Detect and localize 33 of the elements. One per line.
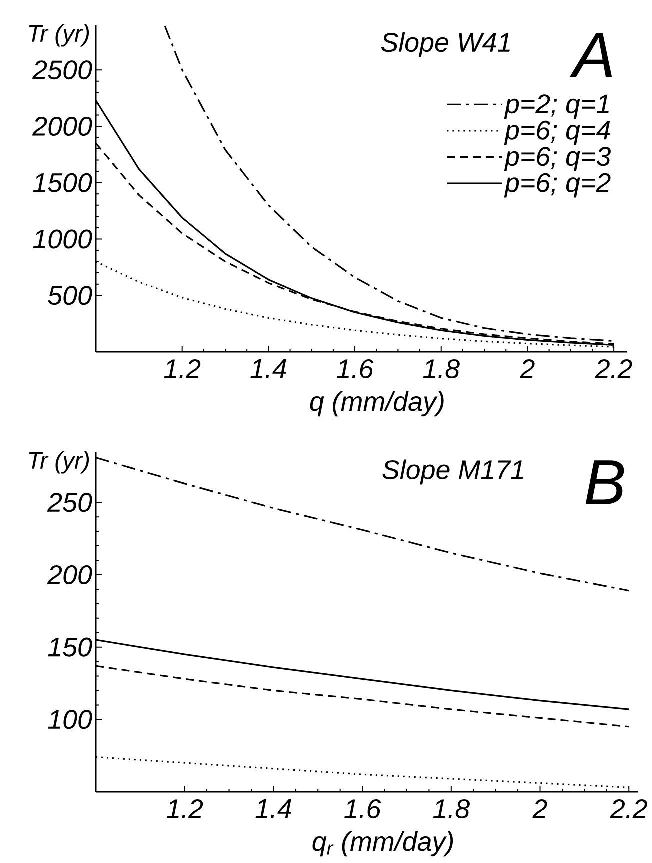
y-tick-label: 500	[48, 286, 92, 306]
legend-label: p=6; q=2	[504, 173, 611, 198]
x-tick-label: 2.2	[595, 360, 632, 378]
y-tick-label: 1000	[33, 230, 92, 249]
x-tick-label: 1.2	[166, 800, 204, 818]
y-tick-label: 100	[48, 710, 92, 730]
y-tick-label: 200	[47, 565, 92, 584]
x-tick-label: 1.4	[256, 800, 292, 818]
x-tick-label: 1.4	[250, 360, 286, 378]
chart-title: Slope M171	[382, 460, 524, 485]
legend-label: p=6; q=3	[504, 147, 611, 172]
y-axis-title: Tr (yr)	[29, 24, 90, 47]
x-tick-label: 2.2	[610, 800, 648, 818]
legend-label: p=6; q=4	[504, 120, 610, 146]
x-tick-label: 1.8	[433, 800, 470, 819]
x-axis-title: q$_{r}$ (mm/day)	[312, 832, 454, 857]
y-tick-label: 250	[47, 493, 92, 512]
y-tick-label: 1500	[33, 173, 92, 192]
y-tick-label: 2500	[32, 60, 92, 80]
x-axis-title: q (mm/day)	[310, 392, 444, 417]
x-tick-label: 2	[520, 360, 535, 378]
x-tick-label: 1.8	[423, 360, 460, 379]
x-tick-label: 1.2	[164, 360, 201, 378]
chart-title: Slope W41	[381, 32, 510, 58]
annotation: B	[586, 460, 624, 504]
x-tick-label: 2	[532, 800, 548, 818]
y-tick-label: 2000	[32, 116, 92, 136]
x-tick-label: 1.6	[337, 360, 374, 379]
annotation: A	[570, 33, 612, 78]
legend-label: p=2; q=1	[504, 94, 609, 119]
x-tick-label: 1.6	[344, 800, 382, 819]
y-tick-label: 150	[48, 638, 92, 657]
y-axis-title: Tr (yr)	[29, 452, 90, 474]
